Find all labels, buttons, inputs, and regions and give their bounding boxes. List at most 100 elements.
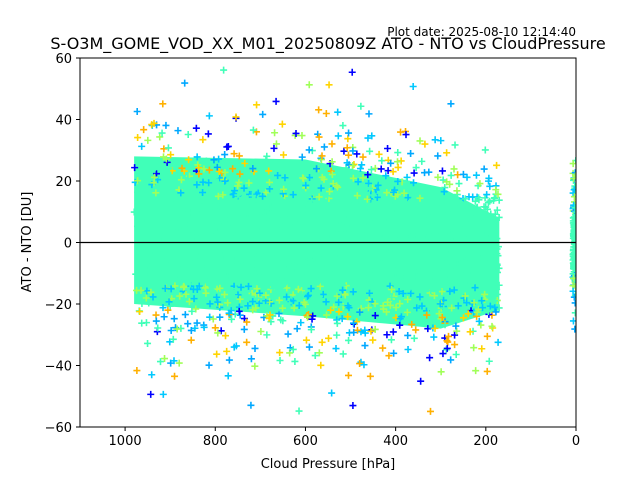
plot-date: Plot date: 2025-08-10 12:14:40	[387, 25, 576, 39]
data-point	[230, 292, 238, 300]
data-point	[171, 299, 179, 307]
data-point	[366, 147, 374, 155]
data-point	[371, 300, 379, 308]
data-point	[363, 195, 371, 203]
data-point	[181, 311, 189, 319]
data-point	[421, 221, 429, 229]
data-point	[287, 245, 295, 253]
data-point	[310, 229, 318, 237]
data-point	[210, 243, 218, 251]
data-point	[369, 201, 377, 209]
data-point	[478, 297, 486, 305]
data-point	[375, 150, 383, 158]
data-point	[162, 121, 170, 129]
data-point	[341, 290, 349, 298]
data-point	[344, 313, 352, 321]
data-point	[461, 252, 469, 260]
data-point	[157, 264, 165, 272]
data-point	[137, 190, 145, 198]
data-point	[342, 203, 350, 211]
data-point	[455, 180, 463, 188]
data-point	[368, 200, 376, 208]
data-point	[214, 192, 222, 200]
data-point	[193, 319, 201, 327]
data-point	[298, 132, 306, 140]
data-point	[148, 246, 156, 254]
data-point	[365, 240, 373, 248]
data-point	[419, 213, 427, 221]
data-point	[178, 252, 186, 260]
data-point	[344, 187, 352, 195]
data-point	[230, 190, 238, 198]
data-point	[289, 269, 297, 277]
data-point	[307, 285, 315, 293]
data-point	[343, 144, 351, 152]
data-point	[302, 336, 310, 344]
data-point	[278, 198, 286, 206]
data-point	[491, 246, 499, 254]
data-point	[378, 157, 386, 165]
data-point	[486, 302, 494, 310]
data-point	[448, 304, 456, 312]
data-point	[476, 249, 484, 257]
data-point	[315, 133, 323, 141]
data-point	[315, 266, 323, 274]
data-point	[327, 235, 335, 243]
data-point	[353, 326, 361, 334]
data-point	[192, 255, 200, 263]
data-point	[152, 189, 160, 197]
data-point	[151, 286, 159, 294]
data-point	[251, 344, 259, 352]
data-point	[368, 178, 376, 186]
data-point	[279, 317, 287, 325]
data-point	[431, 136, 439, 144]
data-point	[346, 180, 354, 188]
data-point	[420, 235, 428, 243]
data-point	[241, 159, 249, 167]
data-point	[481, 194, 489, 202]
data-point	[314, 273, 322, 281]
data-point	[477, 321, 485, 329]
data-point	[335, 298, 343, 306]
data-point	[259, 192, 267, 200]
data-point	[494, 268, 502, 276]
data-point	[275, 296, 283, 304]
data-point	[417, 271, 425, 279]
data-point	[483, 367, 491, 375]
data-point	[419, 261, 427, 269]
data-point	[349, 147, 357, 155]
data-point	[180, 262, 188, 270]
data-point	[225, 356, 233, 364]
data-point	[325, 188, 333, 196]
data-point	[441, 258, 449, 266]
data-point	[259, 110, 267, 118]
data-point	[262, 215, 270, 223]
data-point	[464, 310, 472, 318]
data-point	[424, 246, 432, 254]
data-point	[438, 314, 446, 322]
data-point	[300, 276, 308, 284]
data-point	[234, 191, 242, 199]
data-point	[165, 255, 173, 263]
data-point	[245, 282, 253, 290]
data-point	[274, 251, 282, 259]
data-point	[185, 252, 193, 260]
data-point	[185, 298, 193, 306]
data-point	[396, 263, 404, 271]
data-point	[156, 358, 164, 366]
data-point	[485, 235, 493, 243]
data-point	[290, 172, 298, 180]
data-point	[357, 102, 365, 110]
data-point	[327, 167, 335, 175]
data-point	[390, 188, 398, 196]
data-point	[338, 315, 346, 323]
data-point	[319, 198, 327, 206]
data-point	[436, 192, 444, 200]
data-point	[473, 308, 481, 316]
data-point	[194, 191, 202, 199]
data-point	[407, 289, 415, 297]
data-point	[331, 229, 339, 237]
data-point	[364, 134, 372, 142]
data-point	[191, 213, 199, 221]
data-point	[332, 345, 340, 353]
